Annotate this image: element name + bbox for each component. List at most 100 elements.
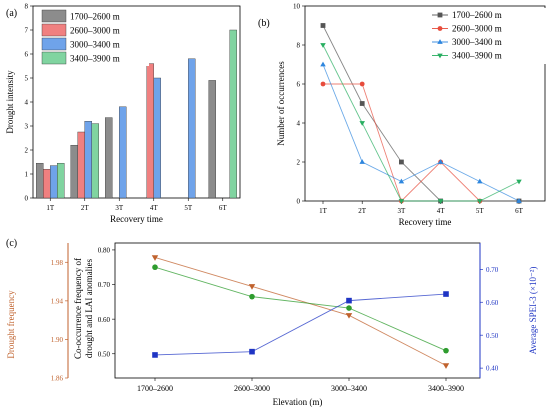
y-tick-label-left-outer: 1.90: [51, 336, 64, 344]
legend-b-label: 3000–3400 m: [452, 37, 502, 47]
data-point-b: [516, 198, 522, 203]
y-axis-label-right: Average SPEI-3 (×10⁻²): [528, 267, 538, 355]
legend-b-marker: [437, 26, 443, 31]
data-point-c: [346, 297, 352, 304]
y-tick-label-a: 8: [25, 3, 29, 11]
y-tick-label-left-inner: 0.70: [98, 281, 111, 289]
bar: [91, 123, 99, 199]
bar: [229, 29, 237, 199]
x-axis-label-c: Elevation (m): [273, 397, 323, 407]
legend-b-label: 2600–3000 m: [452, 24, 502, 34]
x-tick-label-b: 4T: [437, 207, 446, 215]
data-point-b: [359, 81, 365, 87]
y-tick-label-a: 2: [25, 147, 29, 155]
data-point-c: [152, 352, 158, 358]
y-tick-label-a: 0: [25, 195, 29, 203]
y-tick-label-left-outer: 1.98: [51, 259, 64, 267]
data-point-b: [398, 199, 405, 204]
data-point-c: [442, 363, 450, 369]
data-point-b: [359, 121, 365, 126]
y-tick-label-left-outer: 1.94: [51, 297, 64, 305]
legend-b-label: 3400–3900 m: [452, 51, 502, 61]
y-axis-label-a: Drought intensity: [5, 70, 15, 134]
y-tick-label-b: 8: [297, 42, 301, 50]
y-tick-label-b: 10: [293, 3, 301, 11]
bar: [36, 162, 44, 199]
x-tick-label-c: 3400–3900: [428, 384, 464, 393]
bar: [188, 58, 196, 199]
legend-a-label: 3000–3400 m: [70, 40, 120, 50]
x-tick-label-a: 4T: [150, 204, 159, 212]
y-tick-label-a: 5: [25, 75, 29, 83]
data-point-b: [437, 199, 444, 204]
data-point-b: [320, 81, 326, 87]
bar: [119, 106, 127, 199]
panel-b-label: (b): [258, 18, 270, 29]
data-point-b: [320, 61, 326, 67]
data-point-c: [248, 284, 256, 290]
legend-a-label: 3400–3900 m: [70, 54, 120, 64]
y-axis-label-b: Number of occurrences: [276, 61, 286, 146]
series-line-c: [154, 257, 447, 366]
plot-c-frame: [114, 242, 481, 379]
data-point-b: [477, 199, 483, 204]
x-tick-label-c: 1700–2600: [137, 384, 173, 393]
data-point-b: [320, 23, 326, 28]
y-tick-label-a: 4: [25, 99, 29, 107]
y-tick-label-b: 6: [297, 81, 301, 89]
data-point-c: [249, 293, 255, 300]
data-point-b: [399, 159, 404, 165]
panel-a-label: (a): [6, 8, 17, 19]
bar: [105, 117, 113, 199]
bar: [43, 168, 51, 199]
data-point-b: [516, 179, 522, 185]
data-point-b: [477, 178, 483, 184]
x-axis-label-b: Recovery time: [399, 217, 452, 227]
x-tick-label-c: 3000–3400: [331, 384, 367, 393]
series-line-c: [154, 293, 447, 356]
legend-b-marker: [437, 12, 443, 18]
data-point-c: [152, 264, 158, 271]
data-point-b: [320, 43, 326, 48]
y-axis-label-left-inner-line2: drought and LAI anomalies: [84, 258, 94, 358]
x-tick-label-b: 2T: [358, 207, 367, 215]
bar: [208, 80, 216, 199]
data-point-b: [359, 159, 365, 164]
x-tick-label-b: 5T: [476, 207, 485, 215]
legend-b-bg: [428, 8, 546, 64]
data-point-c: [346, 305, 352, 311]
x-tick-label-a: 6T: [219, 204, 228, 212]
y-axis-label-left-outer: Drought frequency: [6, 290, 16, 359]
y-tick-label-b: 0: [297, 198, 301, 206]
series-line-b: [322, 44, 520, 202]
data-point-c: [151, 255, 159, 261]
x-tick-label-a: 5T: [184, 204, 193, 212]
bar: [70, 144, 78, 199]
bar: [153, 77, 161, 199]
panel-c-label: (c): [6, 238, 17, 249]
y-tick-label-right: 0.50: [486, 332, 499, 340]
y-tick-label-right: 0.40: [486, 365, 499, 373]
legend-b-marker: [437, 39, 443, 44]
bar: [57, 162, 65, 199]
x-tick-label-b: 3T: [398, 207, 407, 215]
bar: [77, 131, 85, 199]
series-line-b: [323, 83, 481, 202]
y-tick-label-left-inner: 0.50: [98, 350, 111, 358]
data-point-b: [398, 178, 405, 184]
x-tick-label-a: 2T: [81, 204, 90, 212]
legend-a-swatch: [41, 37, 67, 51]
bar: [50, 165, 58, 199]
x-axis-label-a: Recovery time: [110, 214, 163, 224]
y-tick-label-b: 4: [297, 120, 301, 128]
series-line-b: [322, 64, 520, 202]
data-point-b: [437, 159, 444, 164]
data-point-c: [443, 291, 449, 297]
x-tick-label-b: 1T: [319, 207, 328, 215]
y-tick-label-right: 0.60: [486, 299, 499, 307]
x-tick-label-a: 3T: [115, 204, 124, 212]
legend-a-swatch: [41, 9, 67, 23]
data-point-c: [345, 313, 353, 319]
legend-b-marker: [437, 53, 443, 59]
